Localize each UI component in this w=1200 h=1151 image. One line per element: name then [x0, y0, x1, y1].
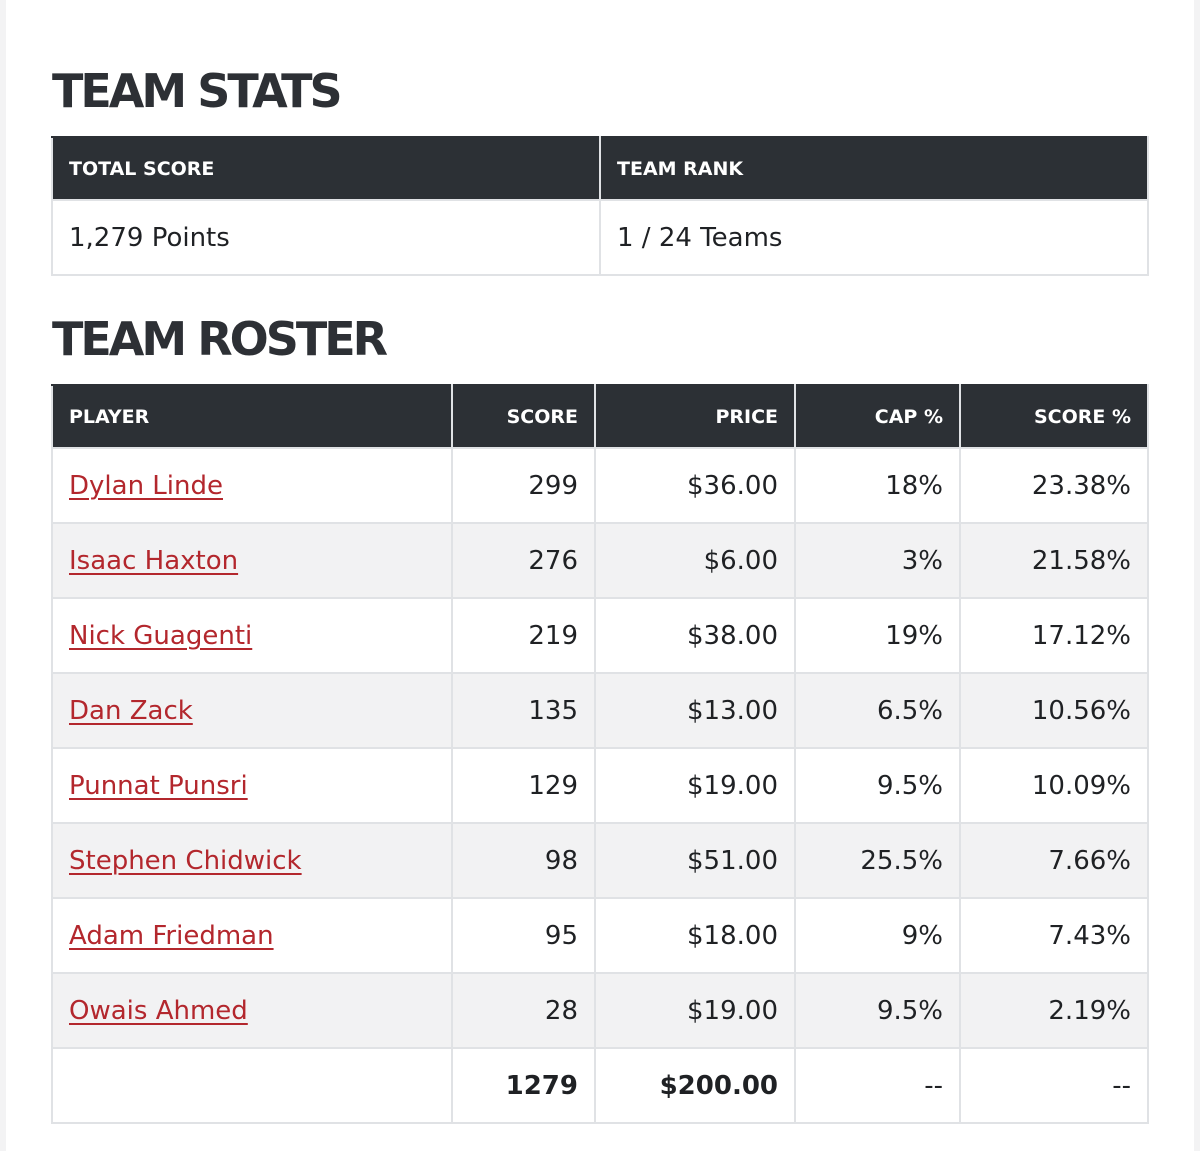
score-cell: 95 [451, 897, 596, 974]
score-percent-cell: 7.43% [959, 897, 1149, 974]
total-score-cell: 1279 [451, 1047, 596, 1124]
score-percent-cell: 2.19% [959, 972, 1149, 1049]
score-percent-cell: 10.09% [959, 747, 1149, 824]
total-price-cell: $200.00 [594, 1047, 796, 1124]
team-rank-value: 1 / 24 Teams [599, 199, 1149, 276]
price-cell: $6.00 [594, 522, 796, 599]
cap-percent-cell: 9% [794, 897, 961, 974]
table-row: Dylan Linde 299 $36.00 18% 23.38% [51, 447, 1149, 524]
player-link[interactable]: Dan Zack [69, 695, 193, 726]
score-percent-cell: 21.58% [959, 522, 1149, 599]
team-stats-table: TOTAL SCORE TEAM RANK 1,279 Points 1 / 2… [51, 136, 1149, 276]
player-link[interactable]: Nick Guagenti [69, 620, 253, 651]
player-link[interactable]: Stephen Chidwick [69, 845, 302, 876]
player-cell: Dan Zack [51, 672, 453, 749]
cap-percent-cell: 19% [794, 597, 961, 674]
score-cell: 129 [451, 747, 596, 824]
cap-percent-cell: 6.5% [794, 672, 961, 749]
cap-percent-cell: 9.5% [794, 972, 961, 1049]
score-cell: 299 [451, 447, 596, 524]
player-cell: Nick Guagenti [51, 597, 453, 674]
player-cell: Adam Friedman [51, 897, 453, 974]
cap-percent-cell: 25.5% [794, 822, 961, 899]
team-roster-table: PLAYER SCORE PRICE CAP % SCORE % Dylan L… [51, 384, 1149, 1124]
stats-header-row: TOTAL SCORE TEAM RANK [51, 136, 1149, 201]
total-cap-percent-cell: -- [794, 1047, 961, 1124]
team-roster-title: TEAM ROSTER [52, 312, 388, 366]
total-score-value: 1,279 Points [51, 199, 601, 276]
score-percent-cell: 23.38% [959, 447, 1149, 524]
player-link[interactable]: Dylan Linde [69, 470, 223, 501]
price-cell: $19.00 [594, 972, 796, 1049]
score-cell: 219 [451, 597, 596, 674]
player-cell: Owais Ahmed [51, 972, 453, 1049]
team-stats-title: TEAM STATS [52, 64, 343, 118]
price-cell: $51.00 [594, 822, 796, 899]
score-percent-cell: 7.66% [959, 822, 1149, 899]
total-score-header: TOTAL SCORE [51, 136, 601, 201]
page: TEAM STATS TOTAL SCORE TEAM RANK 1,279 P… [6, 0, 1194, 1151]
player-link[interactable]: Isaac Haxton [69, 545, 239, 576]
score-percent-cell: 10.56% [959, 672, 1149, 749]
total-score-percent-cell: -- [959, 1047, 1149, 1124]
score-cell: 135 [451, 672, 596, 749]
totals-row: 1279 $200.00 -- -- [51, 1047, 1149, 1124]
player-cell: Dylan Linde [51, 447, 453, 524]
price-cell: $18.00 [594, 897, 796, 974]
table-row: Stephen Chidwick 98 $51.00 25.5% 7.66% [51, 822, 1149, 899]
score-percent-cell: 17.12% [959, 597, 1149, 674]
table-row: Adam Friedman 95 $18.00 9% 7.43% [51, 897, 1149, 974]
player-link[interactable]: Owais Ahmed [69, 995, 248, 1026]
price-cell: $38.00 [594, 597, 796, 674]
roster-header-row: PLAYER SCORE PRICE CAP % SCORE % [51, 384, 1149, 449]
table-row: Isaac Haxton 276 $6.00 3% 21.58% [51, 522, 1149, 599]
player-cell: Stephen Chidwick [51, 822, 453, 899]
score-column-header: SCORE [451, 384, 596, 449]
price-cell: $13.00 [594, 672, 796, 749]
stats-value-row: 1,279 Points 1 / 24 Teams [51, 199, 1149, 276]
score-cell: 28 [451, 972, 596, 1049]
player-cell: Isaac Haxton [51, 522, 453, 599]
cap-percent-cell: 18% [794, 447, 961, 524]
table-row: Owais Ahmed 28 $19.00 9.5% 2.19% [51, 972, 1149, 1049]
totals-label-cell [51, 1047, 453, 1124]
cap-percent-column-header: CAP % [794, 384, 961, 449]
team-rank-header: TEAM RANK [599, 136, 1149, 201]
player-column-header: PLAYER [51, 384, 453, 449]
score-cell: 276 [451, 522, 596, 599]
price-column-header: PRICE [594, 384, 796, 449]
player-link[interactable]: Punnat Punsri [69, 770, 248, 801]
cap-percent-cell: 9.5% [794, 747, 961, 824]
table-row: Punnat Punsri 129 $19.00 9.5% 10.09% [51, 747, 1149, 824]
score-percent-column-header: SCORE % [959, 384, 1149, 449]
player-link[interactable]: Adam Friedman [69, 920, 274, 951]
score-cell: 98 [451, 822, 596, 899]
cap-percent-cell: 3% [794, 522, 961, 599]
table-row: Nick Guagenti 219 $38.00 19% 17.12% [51, 597, 1149, 674]
table-row: Dan Zack 135 $13.00 6.5% 10.56% [51, 672, 1149, 749]
price-cell: $36.00 [594, 447, 796, 524]
player-cell: Punnat Punsri [51, 747, 453, 824]
price-cell: $19.00 [594, 747, 796, 824]
